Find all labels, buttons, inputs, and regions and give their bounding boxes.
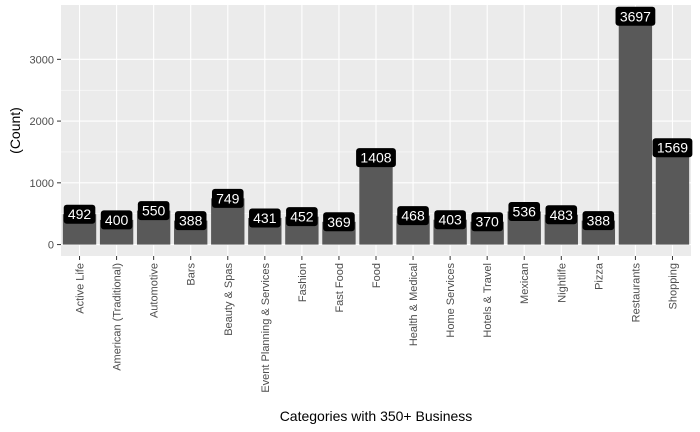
data-label-box [286, 207, 318, 227]
data-label: 468 [397, 206, 429, 226]
data-label: 431 [249, 208, 281, 228]
x-tick-label: Event Planning & Services [260, 263, 272, 393]
x-tick-label: Shopping [667, 263, 679, 310]
x-axis: Active Life American (Traditional) Automot… [75, 256, 679, 393]
data-label: 3697 [615, 6, 656, 26]
data-label-text: 1569 [657, 140, 688, 156]
x-tick-label: Bars [186, 263, 198, 286]
x-tick-label: Fashion [297, 263, 309, 302]
y-tick-label: 0 [48, 240, 54, 252]
data-label-box [356, 148, 396, 168]
y-tick-label: 1000 [30, 178, 54, 190]
data-label-text: 468 [401, 208, 425, 224]
data-label: 536 [508, 201, 541, 221]
data-label-text: 3697 [620, 8, 651, 24]
bar [655, 147, 690, 245]
data-label-box [582, 211, 615, 231]
x-tick-label: Pizza [593, 262, 605, 290]
x-tick-label: Restaurants [630, 263, 642, 323]
x-tick-label: Food [371, 263, 383, 288]
data-label-text: 369 [327, 214, 351, 230]
y-tick-label: 2000 [30, 116, 54, 128]
x-tick-label: Home Services [445, 263, 457, 338]
bar [618, 16, 653, 245]
data-label-text: 388 [587, 213, 611, 229]
data-label-box [174, 211, 207, 231]
x-tick-label: Mexican [519, 263, 531, 304]
x-tick-label: Hotels & Travel [482, 263, 494, 338]
data-label-text: 452 [290, 209, 314, 225]
data-label: 492 [63, 204, 96, 224]
data-label: 388 [582, 211, 615, 231]
data-label: 550 [137, 201, 170, 221]
data-label: 388 [174, 211, 207, 231]
x-tick-label: Health & Medical [408, 263, 420, 346]
data-label-text: 749 [216, 190, 240, 206]
y-tick-label: 3000 [30, 54, 54, 66]
y-axis-title: (Count) [7, 107, 23, 154]
x-tick-label: Active Life [75, 263, 87, 314]
data-label: 1408 [356, 148, 396, 168]
data-label-text: 1408 [360, 150, 391, 166]
x-tick-label: Nightlife [556, 263, 568, 303]
data-label-box [63, 204, 96, 224]
data-label-box [211, 188, 244, 208]
data-label-text: 388 [179, 213, 203, 229]
data-label: 1569 [652, 138, 693, 158]
data-label: 400 [100, 210, 133, 230]
x-tick-label: Beauty & Spas [223, 263, 235, 336]
data-label-box [508, 201, 541, 221]
data-label-text: 483 [550, 207, 574, 223]
data-label-text: 370 [475, 214, 499, 230]
data-label-text: 431 [253, 210, 277, 226]
data-label-box [545, 205, 578, 225]
data-label-box [397, 206, 429, 226]
data-label-box [323, 212, 355, 232]
x-tick-label: Fast Food [334, 263, 346, 313]
x-tick-label: American (Traditional) [112, 263, 124, 371]
data-label-text: 403 [438, 212, 462, 228]
x-tick-label: Automotive [149, 263, 161, 318]
data-label: 749 [211, 188, 244, 208]
data-label-text: 492 [68, 206, 92, 222]
data-label-text: 400 [105, 212, 129, 228]
data-label: 370 [471, 212, 503, 232]
data-label-box [434, 210, 466, 230]
data-label-text: 536 [513, 203, 537, 219]
data-label-box [249, 208, 281, 228]
data-label: 483 [545, 205, 578, 225]
data-label-box [471, 212, 503, 232]
bar [359, 157, 393, 245]
data-label: 403 [434, 210, 466, 230]
data-label: 369 [323, 212, 355, 232]
data-labels: 492 400 550 388 749 431 452 369 1408 468 403 370 536… [63, 6, 693, 232]
data-label-box [652, 138, 693, 158]
data-label-box [100, 210, 133, 230]
data-label: 452 [286, 207, 318, 227]
y-axis: 0 1000 2000 3000 [30, 54, 61, 252]
data-label-text: 550 [142, 203, 166, 219]
data-label-box [137, 201, 170, 221]
x-axis-title: Categories with 350+ Business [280, 408, 473, 424]
data-label-box [615, 6, 656, 26]
